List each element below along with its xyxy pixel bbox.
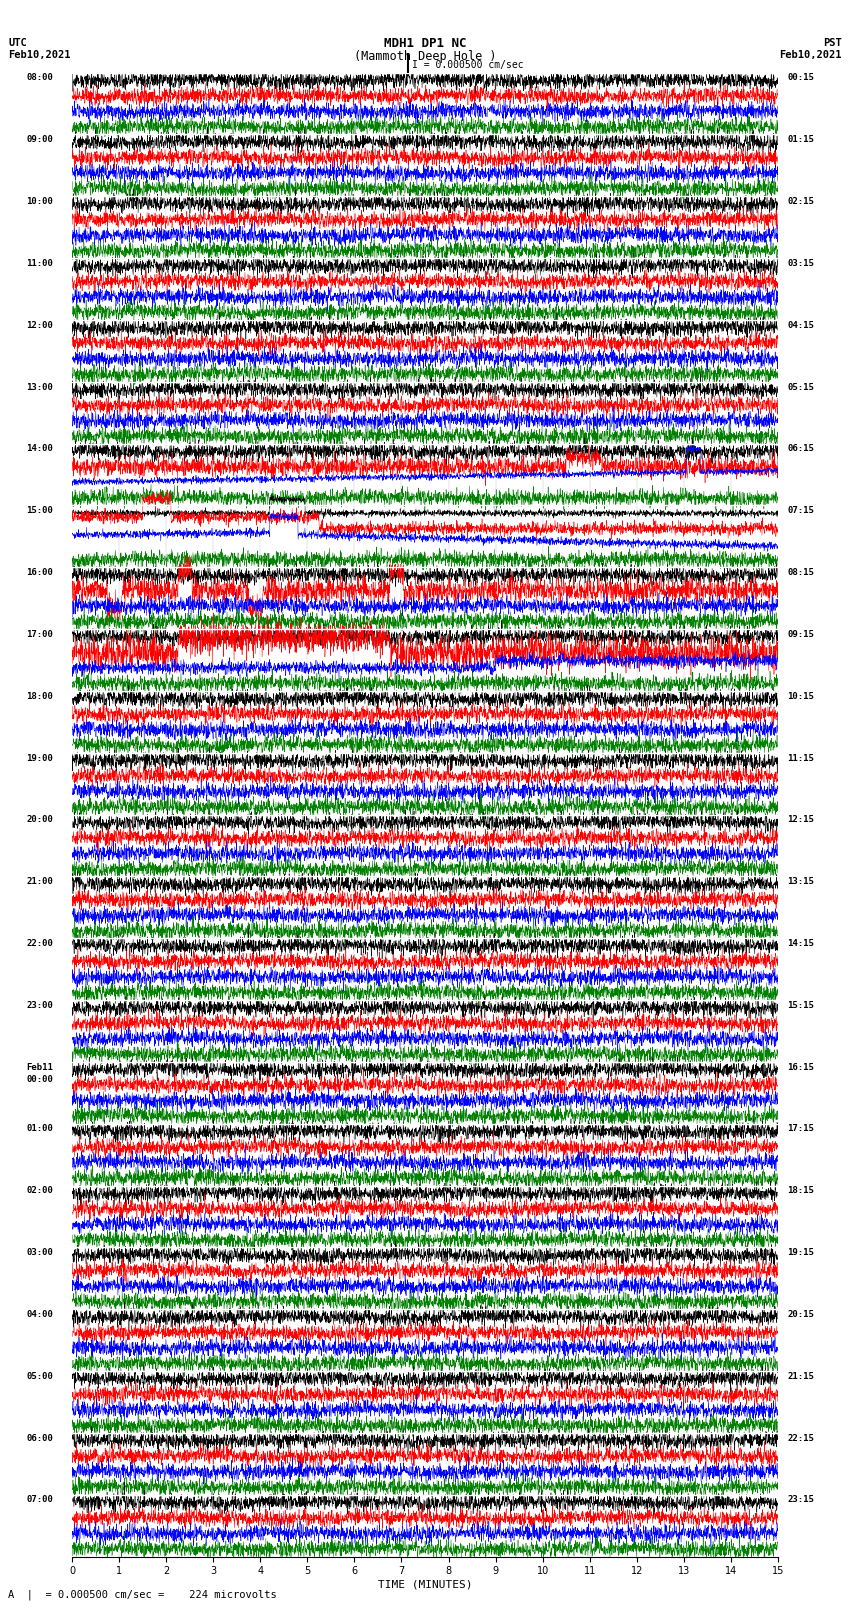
Text: 14:00: 14:00	[26, 444, 54, 453]
Text: 01:15: 01:15	[787, 135, 814, 144]
Text: 23:00: 23:00	[26, 1000, 54, 1010]
Text: (Mammoth Deep Hole ): (Mammoth Deep Hole )	[354, 50, 496, 63]
Text: 08:15: 08:15	[787, 568, 814, 577]
Text: 15:00: 15:00	[26, 506, 54, 515]
Text: 11:15: 11:15	[787, 753, 814, 763]
Text: Feb10,2021: Feb10,2021	[779, 50, 842, 60]
Text: 13:15: 13:15	[787, 877, 814, 886]
Text: 01:00: 01:00	[26, 1124, 54, 1134]
Text: 09:15: 09:15	[787, 629, 814, 639]
Text: 16:15: 16:15	[787, 1063, 814, 1071]
Text: 05:00: 05:00	[26, 1371, 54, 1381]
Text: 12:15: 12:15	[787, 815, 814, 824]
Text: 22:15: 22:15	[787, 1434, 814, 1442]
Text: 10:15: 10:15	[787, 692, 814, 700]
Text: Feb11: Feb11	[26, 1063, 54, 1071]
Text: 11:00: 11:00	[26, 258, 54, 268]
Text: 07:00: 07:00	[26, 1495, 54, 1505]
Text: 18:00: 18:00	[26, 692, 54, 700]
Text: 14:15: 14:15	[787, 939, 814, 948]
Text: 06:15: 06:15	[787, 444, 814, 453]
Text: I = 0.000500 cm/sec: I = 0.000500 cm/sec	[412, 60, 524, 69]
Text: A  |  = 0.000500 cm/sec =    224 microvolts: A | = 0.000500 cm/sec = 224 microvolts	[8, 1589, 277, 1600]
Text: 17:15: 17:15	[787, 1124, 814, 1134]
Text: 15:15: 15:15	[787, 1000, 814, 1010]
Text: 22:00: 22:00	[26, 939, 54, 948]
Text: 04:15: 04:15	[787, 321, 814, 329]
Text: 10:00: 10:00	[26, 197, 54, 206]
Text: 13:00: 13:00	[26, 382, 54, 392]
Text: 12:00: 12:00	[26, 321, 54, 329]
Text: 03:00: 03:00	[26, 1248, 54, 1257]
Text: Feb10,2021: Feb10,2021	[8, 50, 71, 60]
Text: 18:15: 18:15	[787, 1186, 814, 1195]
Text: 23:15: 23:15	[787, 1495, 814, 1505]
Text: 20:15: 20:15	[787, 1310, 814, 1319]
Text: 08:00: 08:00	[26, 73, 54, 82]
Text: 17:00: 17:00	[26, 629, 54, 639]
Text: 05:15: 05:15	[787, 382, 814, 392]
Text: 20:00: 20:00	[26, 815, 54, 824]
Text: 04:00: 04:00	[26, 1310, 54, 1319]
Text: 00:15: 00:15	[787, 73, 814, 82]
Text: 03:15: 03:15	[787, 258, 814, 268]
Text: 07:15: 07:15	[787, 506, 814, 515]
Text: 00:00: 00:00	[26, 1074, 54, 1084]
Text: 19:00: 19:00	[26, 753, 54, 763]
Text: MDH1 DP1 NC: MDH1 DP1 NC	[383, 37, 467, 50]
Text: PST: PST	[823, 39, 842, 48]
Text: 06:00: 06:00	[26, 1434, 54, 1442]
Text: 19:15: 19:15	[787, 1248, 814, 1257]
Text: 09:00: 09:00	[26, 135, 54, 144]
X-axis label: TIME (MINUTES): TIME (MINUTES)	[377, 1579, 473, 1589]
Text: 02:15: 02:15	[787, 197, 814, 206]
Text: 21:00: 21:00	[26, 877, 54, 886]
Text: UTC: UTC	[8, 39, 27, 48]
Text: 02:00: 02:00	[26, 1186, 54, 1195]
Text: 16:00: 16:00	[26, 568, 54, 577]
Text: 21:15: 21:15	[787, 1371, 814, 1381]
